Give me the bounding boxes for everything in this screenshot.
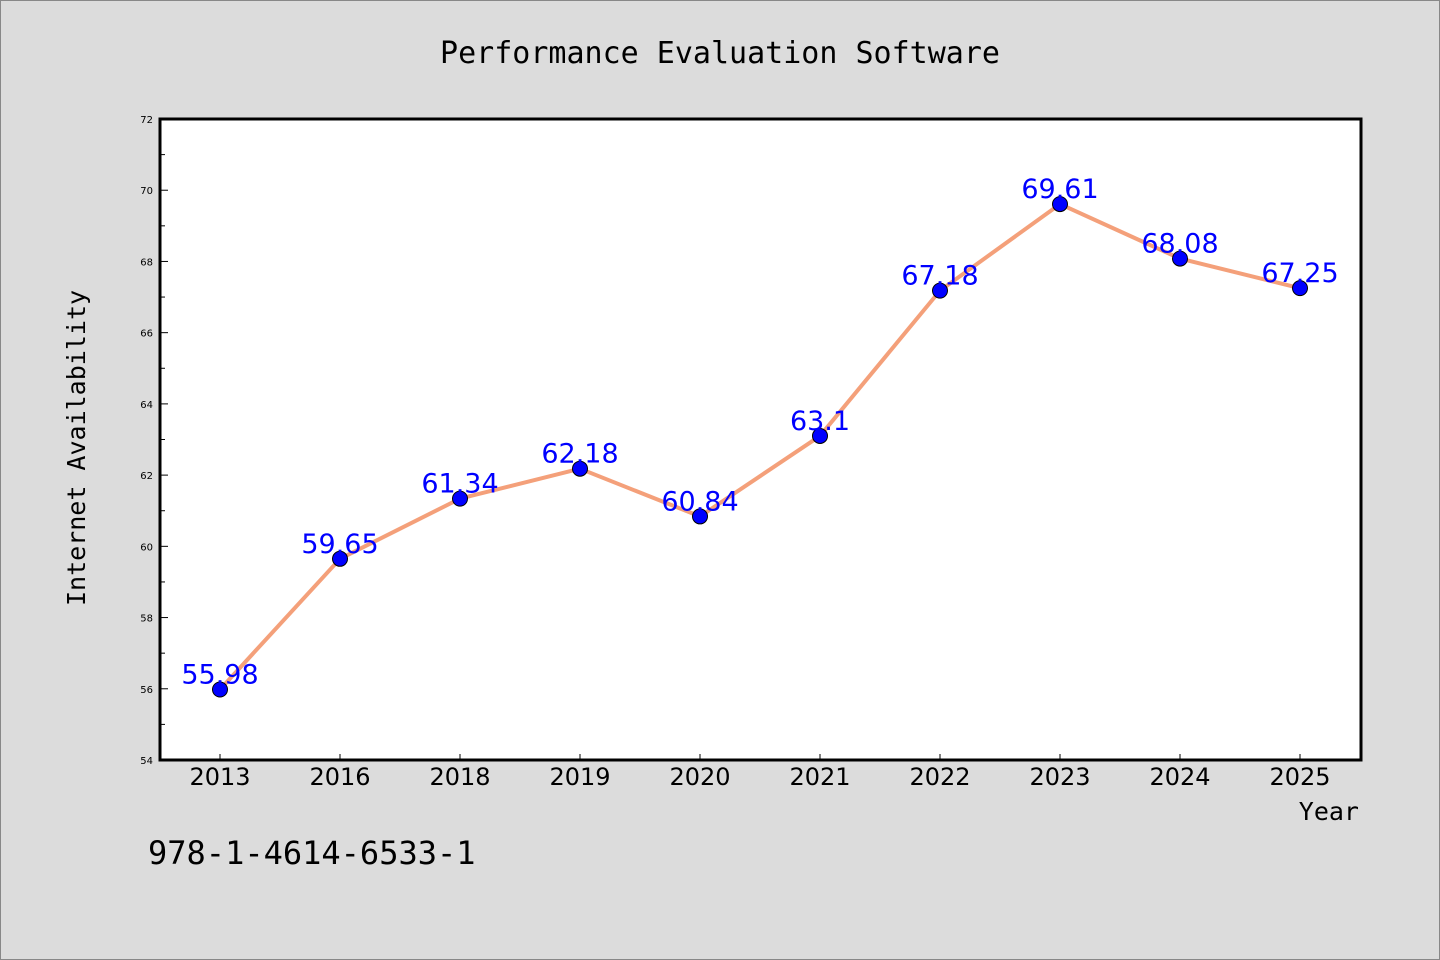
data-label: 55.98 bbox=[181, 659, 258, 690]
y-tick-label: 64 bbox=[140, 400, 153, 411]
x-tick-label: 2019 bbox=[549, 763, 610, 791]
data-point bbox=[1292, 280, 1308, 297]
plot-area bbox=[160, 119, 1361, 760]
y-tick-label: 72 bbox=[140, 115, 153, 126]
x-tick-label: 2021 bbox=[789, 763, 850, 791]
data-point bbox=[692, 508, 708, 525]
data-label: 63.1 bbox=[790, 406, 850, 437]
data-labels-layer: 55.98 59.65 61.34 62.18 60.84 63.1 67.18 69.61 6… bbox=[181, 174, 1338, 690]
y-tick-label: 68 bbox=[140, 257, 153, 268]
x-tick-label: 2022 bbox=[909, 763, 970, 791]
x-axis-label: Year bbox=[1299, 797, 1359, 826]
data-label: 67.25 bbox=[1261, 258, 1338, 289]
data-point bbox=[332, 550, 348, 567]
data-label: 68.08 bbox=[1141, 229, 1218, 260]
footnote-isbn: 978-1-4614-6533-1 bbox=[148, 834, 476, 872]
data-point bbox=[1052, 196, 1068, 213]
series-line bbox=[218, 202, 1301, 691]
x-tick-label: 2020 bbox=[669, 763, 730, 791]
data-point bbox=[212, 681, 228, 698]
x-tick-label: 2024 bbox=[1149, 763, 1210, 791]
y-tick-label: 66 bbox=[140, 329, 153, 340]
data-point bbox=[452, 490, 468, 507]
data-point bbox=[1172, 250, 1188, 267]
data-point bbox=[572, 460, 588, 477]
x-axis-ticks: 2013 2016 2018 2019 2020 2021 2022 2023 2024 2025 bbox=[189, 754, 1331, 791]
x-tick-label: 2016 bbox=[309, 763, 370, 791]
chart-title: Performance Evaluation Software bbox=[440, 36, 1000, 71]
x-tick-label: 2023 bbox=[1029, 763, 1090, 791]
y-tick-label: 62 bbox=[140, 471, 153, 482]
data-point bbox=[932, 282, 948, 299]
data-point bbox=[812, 427, 828, 444]
x-tick-label: 2025 bbox=[1269, 763, 1330, 791]
y-tick-label: 60 bbox=[140, 542, 153, 553]
data-label: 67.18 bbox=[901, 261, 978, 292]
y-tick-label: 54 bbox=[140, 756, 153, 767]
y-tick-label: 70 bbox=[140, 186, 153, 197]
plot-frame bbox=[158, 117, 1363, 762]
data-label: 59.65 bbox=[301, 529, 378, 560]
data-label: 69.61 bbox=[1021, 174, 1098, 205]
data-label: 60.84 bbox=[661, 486, 738, 517]
series-layer bbox=[212, 196, 1308, 698]
data-label: 62.18 bbox=[541, 439, 618, 470]
y-tick-label: 56 bbox=[140, 685, 153, 696]
data-label: 61.34 bbox=[421, 469, 498, 500]
x-tick-label: 2013 bbox=[189, 763, 250, 791]
y-tick-label: 58 bbox=[140, 614, 153, 625]
y-axis-label: Internet Availability bbox=[62, 290, 91, 606]
x-tick-label: 2018 bbox=[429, 763, 490, 791]
